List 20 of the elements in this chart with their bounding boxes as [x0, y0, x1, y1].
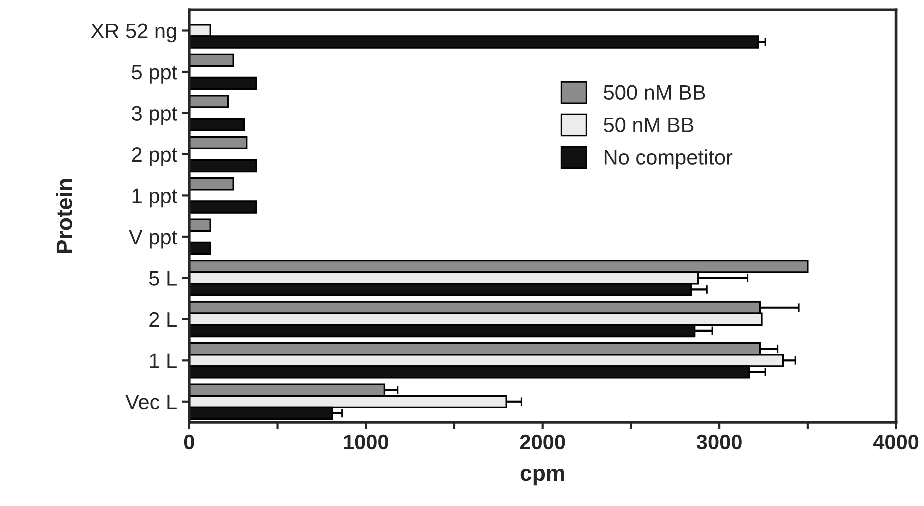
y-tick-label: V ppt	[129, 230, 178, 249]
y-tick-label: 5 ppt	[132, 65, 178, 84]
legend-label: 500 nM BB	[604, 85, 706, 100]
x-tick-label: 0	[184, 434, 194, 450]
legend-label: No competitor	[604, 150, 733, 170]
y-tick-label: Vec L	[126, 395, 177, 410]
x-tick-label: 2000	[520, 434, 566, 450]
y-tick-label: 1 L	[150, 354, 177, 368]
x-tick-label: 3000	[696, 434, 742, 450]
y-tick-label: 5 L	[149, 271, 177, 286]
y-tick-label: 2 L	[150, 312, 177, 327]
x-axis-title: cpm	[520, 468, 564, 486]
y-tick-label: XR 52 ng	[91, 24, 176, 43]
x-tick-label: 4000	[873, 434, 919, 450]
legend-label: 50 nM BB	[604, 118, 694, 132]
y-tick-label: 1 ppt	[132, 188, 178, 208]
y-axis-title: Protein	[56, 179, 72, 254]
y-tick-label: 2 ppt	[132, 147, 178, 166]
x-tick-label: 1000	[344, 434, 388, 450]
y-tick-label: 3 ppt	[132, 106, 178, 126]
